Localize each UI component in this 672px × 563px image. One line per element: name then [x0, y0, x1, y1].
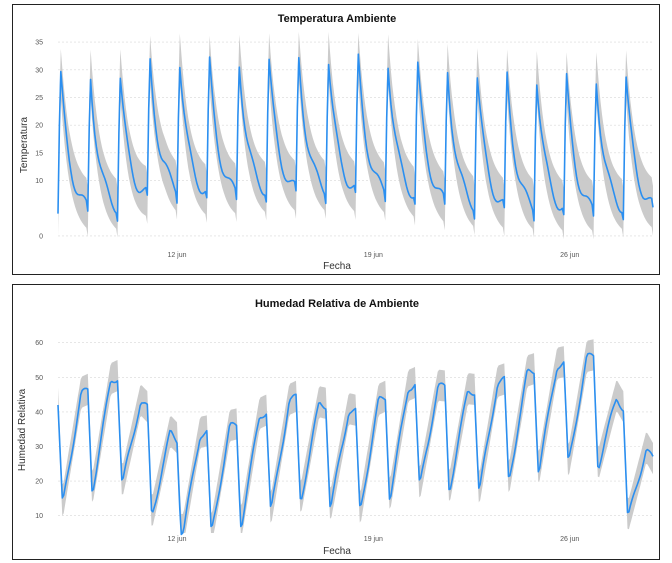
- y-tick-label: 30: [35, 444, 43, 451]
- y-ticks: 0 10 15 20 25 30 35: [35, 40, 43, 241]
- x-tick-label: 12 jun: [167, 536, 186, 543]
- y-axis-label: Temperatura: [19, 116, 30, 173]
- y-tick-label: 40: [35, 409, 43, 416]
- series-line: [57, 53, 654, 222]
- humidity-chart: Humedad Relativa de Ambiente 10 20 30 40 50 6…: [17, 298, 654, 557]
- y-ticks: 10 20 30 40 50 60: [35, 340, 43, 520]
- chart-title: Humedad Relativa de Ambiente: [255, 298, 419, 310]
- humidity-chart-panel: Humedad Relativa de Ambiente 10 20 30 40 50 6…: [12, 284, 660, 560]
- y-axis-label: Humedad Relativa: [17, 388, 28, 471]
- x-tick-label: 12 jun: [167, 252, 186, 259]
- y-tick-label: 15: [35, 150, 43, 157]
- x-axis-label: Fecha: [323, 546, 351, 557]
- plot-area: [57, 31, 654, 240]
- y-tick-label: 35: [35, 40, 43, 47]
- plot-area: [57, 339, 654, 536]
- y-tick-label: 25: [35, 95, 43, 102]
- y-tick-label: 20: [35, 479, 43, 486]
- x-tick-label: 26 jun: [560, 252, 579, 259]
- y-tick-label: 10: [35, 178, 43, 185]
- y-tick-label: 0: [39, 233, 43, 240]
- x-ticks: 12 jun 19 jun 26 jun: [167, 252, 579, 259]
- y-tick-label: 60: [35, 340, 43, 347]
- x-tick-label: 26 jun: [560, 536, 579, 543]
- x-tick-label: 19 jun: [364, 536, 383, 543]
- x-tick-label: 19 jun: [364, 252, 383, 259]
- y-tick-label: 30: [35, 67, 43, 74]
- x-axis-label: Fecha: [323, 261, 351, 272]
- x-ticks: 12 jun 19 jun 26 jun: [167, 536, 579, 543]
- chart-title: Temperatura Ambiente: [278, 13, 397, 25]
- temperature-chart: Temperatura Ambiente 0 10 15 20 25 30 35 12 ju…: [19, 13, 654, 272]
- series-line: [57, 352, 654, 536]
- y-tick-label: 20: [35, 123, 43, 130]
- y-tick-label: 10: [35, 513, 43, 520]
- temperature-chart-panel: Temperatura Ambiente 0 10 15 20 25 30 35 12 ju…: [12, 4, 660, 275]
- y-tick-label: 50: [35, 375, 43, 382]
